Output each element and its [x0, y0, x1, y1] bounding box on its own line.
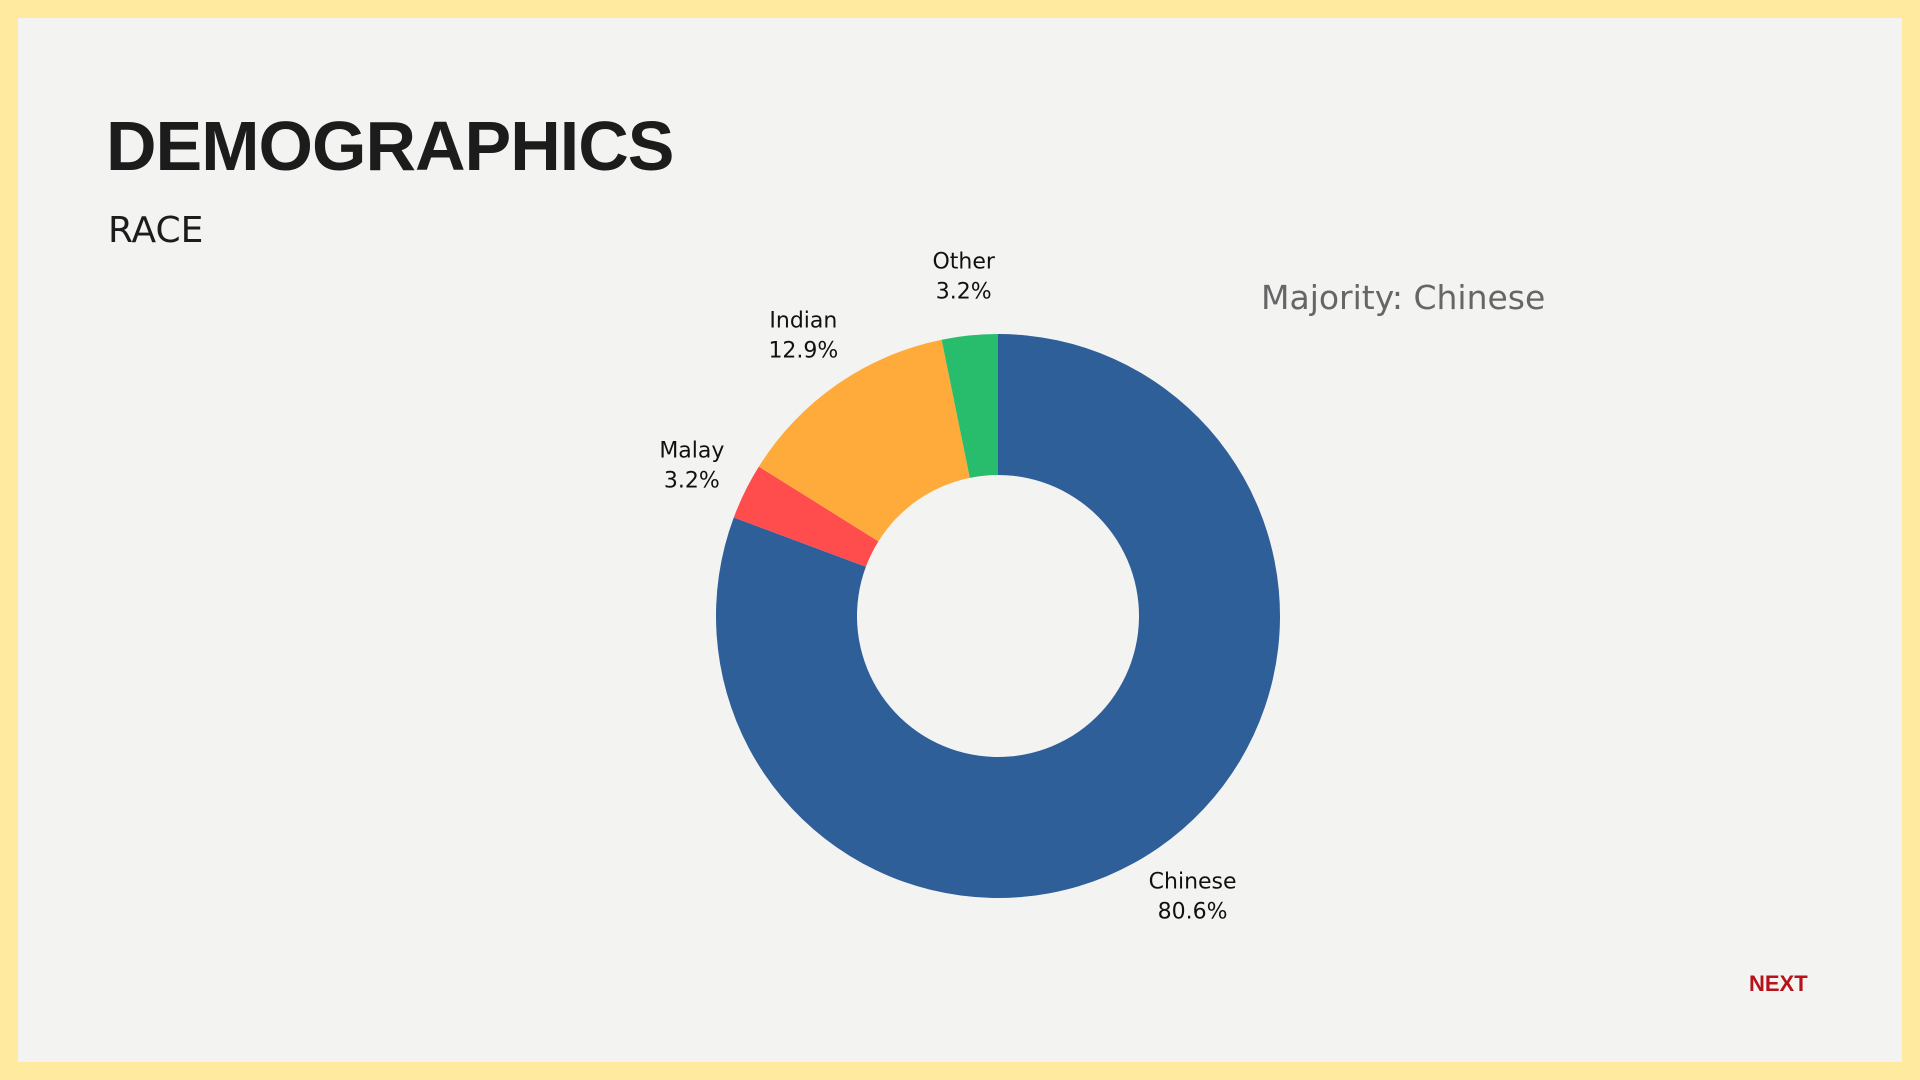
slice-label: Indian: [769, 309, 837, 334]
slice-value-label: 12.9%: [768, 339, 838, 364]
donut-slice: [715, 334, 1280, 898]
slice-value-label: 3.2%: [936, 280, 992, 305]
donut-slice: [758, 339, 970, 542]
slice-value-label: 3.2%: [664, 468, 720, 493]
next-button[interactable]: NEXT: [1749, 971, 1808, 996]
chart-subtitle: RACE: [108, 210, 203, 251]
slice-value-label: 80.6%: [1158, 899, 1228, 924]
chart-title: DEMOGRAPHICS: [106, 107, 673, 185]
annotation: Majority: Chinese: [1261, 278, 1545, 317]
slice-label: Other: [932, 250, 995, 275]
donut-slice: [941, 334, 998, 478]
slice-label: Malay: [659, 438, 724, 463]
donut-slice: [733, 466, 879, 567]
slice-label: Chinese: [1149, 869, 1237, 894]
